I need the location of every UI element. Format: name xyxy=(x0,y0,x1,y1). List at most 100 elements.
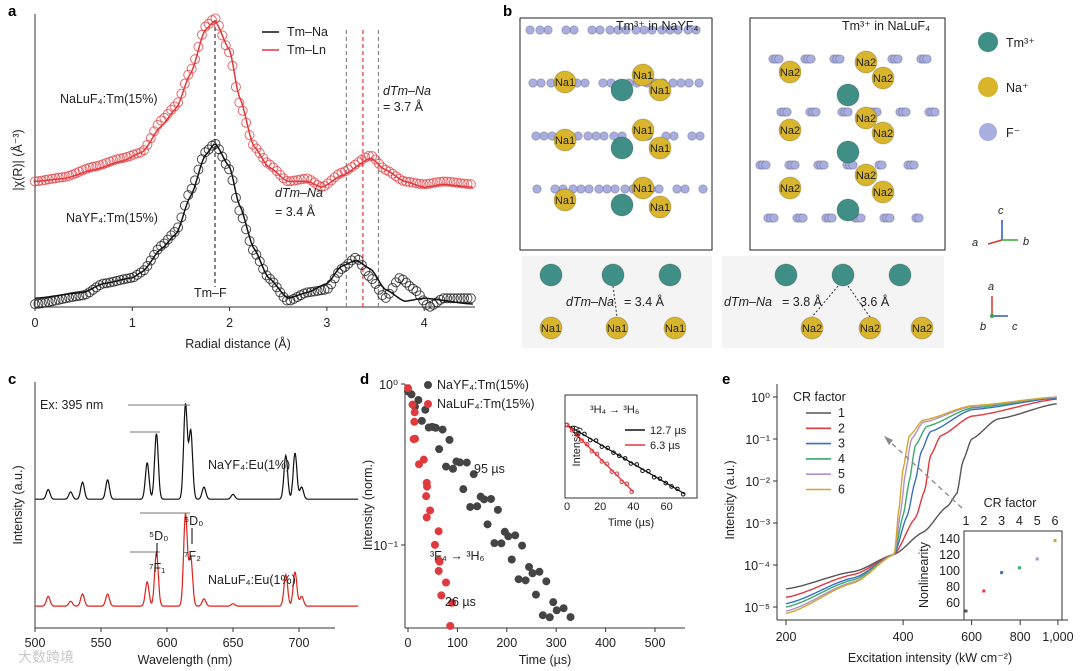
d-data-point xyxy=(437,591,446,600)
d-legend-dot-nalu xyxy=(424,400,432,408)
b-axes-top: c a b xyxy=(972,205,1029,249)
a-data-marker xyxy=(343,164,354,175)
na2-atom-label: Na2 xyxy=(856,57,876,69)
b-legend-f-atom xyxy=(979,123,997,141)
panel-letter-c: c xyxy=(8,371,16,388)
na1-atom-label: Na1 xyxy=(555,77,575,89)
a-legend-tm-ln: Tm–Ln xyxy=(287,43,326,57)
a-data-marker xyxy=(67,291,78,302)
a-tm-f-label: Tm–F xyxy=(194,286,227,300)
na1-atom xyxy=(648,78,672,102)
d-data-point xyxy=(408,400,417,409)
na1-atom-label: Na1 xyxy=(607,323,627,335)
f-atom xyxy=(827,213,837,223)
a-data-marker xyxy=(462,178,473,189)
na1-atom xyxy=(631,176,655,200)
b-legend-na: Na⁺ xyxy=(1006,81,1029,95)
f-atom xyxy=(893,54,903,64)
a-data-marker xyxy=(302,287,313,298)
a-data-marker xyxy=(408,177,419,188)
f-atom xyxy=(819,160,829,170)
d-inset: 0 20 40 60 ³H₄ → ³H₆ 12.7 µs 6.3 µs Intensi… xyxy=(564,394,698,529)
d-label-26: 26 µs xyxy=(445,595,476,609)
a-data-marker xyxy=(241,117,252,128)
a-data-marker xyxy=(261,157,272,168)
c-x-label: Wavelength (nm) xyxy=(138,653,233,667)
f-atom xyxy=(584,184,594,194)
c-t2-lower: ⁷F₂ xyxy=(184,549,201,563)
a-data-marker xyxy=(98,278,109,289)
e-curve-cr-4 xyxy=(785,396,1057,608)
c-top-label: NaYF₄:Eu(1%) xyxy=(208,458,290,472)
f-atom xyxy=(843,107,853,117)
b-axis-b-bot: b xyxy=(980,321,986,333)
a-data-marker xyxy=(138,145,149,156)
f-atom xyxy=(769,213,779,223)
d-data-point xyxy=(566,613,575,622)
d-data-point xyxy=(448,598,457,607)
panel-letter-e: e xyxy=(722,371,730,388)
na1-atom xyxy=(553,188,577,212)
d-data-point xyxy=(528,569,537,578)
f-atom xyxy=(595,25,605,35)
f-atom xyxy=(532,184,542,194)
a-data-marker xyxy=(115,153,126,164)
d-inset-point xyxy=(589,448,595,454)
a-data-marker xyxy=(322,178,333,189)
f-atom xyxy=(587,25,597,35)
a-data-marker xyxy=(50,173,61,184)
a-data-marker xyxy=(30,176,40,187)
a-data-marker xyxy=(442,176,453,187)
na2-atom xyxy=(871,121,895,145)
na1-atom-label: Na1 xyxy=(555,135,575,147)
a-data-marker xyxy=(404,177,415,188)
b-axes-bottom: a b c xyxy=(980,281,1018,333)
a-data-marker xyxy=(213,20,224,31)
a-data-marker xyxy=(282,175,293,186)
d-data-point xyxy=(423,482,432,491)
f-atom xyxy=(909,160,919,170)
a-data-marker xyxy=(227,60,238,71)
d-data-point xyxy=(455,458,464,467)
a-data-marker xyxy=(70,291,81,302)
a-data-marker xyxy=(220,158,231,169)
d-inset-y-label: Intensity xyxy=(571,425,583,466)
c-t1-lower: ⁷F₁ xyxy=(149,561,165,575)
a-data-marker xyxy=(81,289,92,300)
a-data-marker xyxy=(278,292,289,303)
a-data-marker xyxy=(333,267,344,278)
a-data-marker xyxy=(271,282,282,293)
d-data-point xyxy=(497,539,506,548)
c-x-tick-label: 500 xyxy=(25,636,46,650)
d-x-tick-label: 400 xyxy=(595,636,616,650)
f-atom xyxy=(535,25,545,35)
c-spectrum-0 xyxy=(35,403,359,500)
a-data-marker xyxy=(149,126,160,137)
a-data-marker xyxy=(115,275,126,286)
na2-atom xyxy=(858,316,882,340)
a-data-marker xyxy=(152,244,163,255)
a-data-marker xyxy=(384,288,395,299)
f-atom xyxy=(687,131,697,141)
c-x-tick-label: 600 xyxy=(157,636,178,650)
d-x-tick-label: 100 xyxy=(447,636,468,650)
d-inset-point xyxy=(569,427,575,433)
a-data-marker xyxy=(428,299,439,310)
d-inset-point xyxy=(657,476,663,481)
a-data-marker xyxy=(373,284,384,295)
tm-atom xyxy=(836,140,860,164)
a-data-marker xyxy=(173,222,184,233)
d-inset-point xyxy=(634,462,640,467)
d-data-point xyxy=(480,495,489,504)
tm-atom xyxy=(610,78,634,102)
a-data-marker xyxy=(149,249,160,260)
d-data-point xyxy=(434,556,443,565)
na1-atom xyxy=(631,118,655,142)
a-d-top-value: = 3.7 Å xyxy=(383,99,424,114)
a-data-marker xyxy=(36,175,47,186)
e-inset-y-tick-label: 140 xyxy=(939,532,960,546)
a-data-marker xyxy=(33,298,44,309)
panel-c-chart: 500 550 600 650 700 Wavelength (nm) Intensit… xyxy=(11,382,359,667)
a-data-marker xyxy=(465,293,476,304)
